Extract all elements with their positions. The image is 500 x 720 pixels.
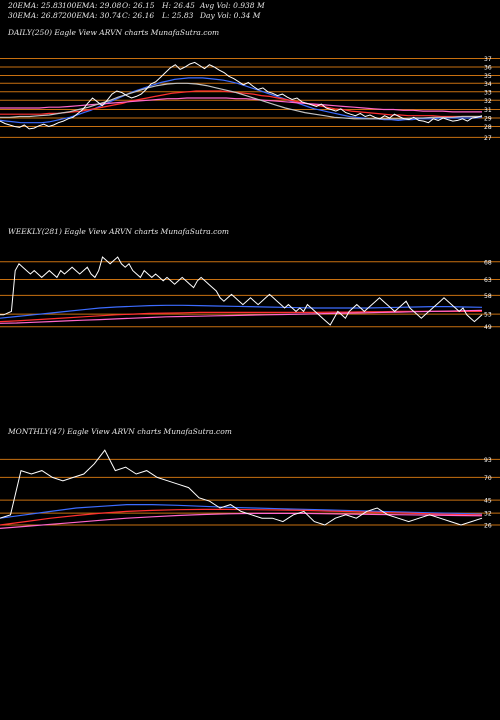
daily-axis-label: 27: [484, 135, 492, 142]
weekly-ema-line: [0, 304, 483, 319]
daily-ema-line: [0, 77, 483, 124]
monthly-axis-label: 45: [484, 498, 492, 505]
weekly-chart: 68 63 58 53 49: [0, 256, 500, 331]
monthly-panel-title: MONTHLY(47) Eagle View ARVN charts Munaf…: [8, 427, 232, 436]
ema100-stat: 100EMA: 29.08: [62, 1, 122, 10]
daily-ema-line: [0, 82, 482, 120]
daily-axis-label: 35: [484, 73, 492, 80]
daily-axis-label: 34: [484, 81, 492, 88]
day-vol-stat: Day Vol: 0.34 M: [200, 11, 261, 20]
monthly-ema-line: [0, 503, 483, 519]
open-stat: O: 26.15: [122, 1, 155, 10]
monthly-ema-line: [0, 508, 483, 526]
weekly-panel-title: WEEKLY(281) Eagle View ARVN charts Munaf…: [8, 227, 229, 236]
weekly-axis-label: 58: [484, 293, 492, 300]
monthly-axis-label: 32: [484, 511, 492, 518]
daily-axis-label: 36: [484, 65, 492, 72]
monthly-price-line: [0, 449, 483, 526]
high-stat: H: 26.45: [162, 1, 195, 10]
monthly-axis-label: 70: [484, 475, 492, 482]
weekly-ema-line: [0, 309, 483, 324]
weekly-axis-label: 53: [484, 312, 492, 319]
avg-vol-stat: Avg Vol: 0.938 M: [200, 1, 265, 10]
low-stat: L: 25.83: [162, 11, 194, 20]
daily-axis-label: 33: [484, 89, 492, 96]
monthly-axis-label: 26: [484, 523, 492, 530]
ema30-stat: 30EMA: 26.87: [8, 11, 63, 20]
monthly-ema-line: [0, 512, 483, 529]
daily-axis-label: 29: [484, 116, 492, 123]
daily-panel-title: DAILY(250) Eagle View ARVN charts Munafa…: [8, 28, 220, 37]
close-stat: C: 26.16: [122, 11, 155, 20]
daily-axis-label: 28: [484, 124, 492, 131]
daily-ema-line: [0, 97, 482, 113]
weekly-axis-label: 49: [484, 324, 492, 331]
weekly-ema-line: [0, 310, 482, 323]
monthly-axis-label: 93: [484, 457, 492, 464]
daily-ema-line: [0, 90, 482, 118]
weekly-price-line: [0, 256, 483, 326]
weekly-axis-label: 68: [484, 259, 492, 266]
ema200-stat: 200EMA: 30.74: [62, 11, 122, 20]
stats-header: 20EMA: 25.83 100EMA: 29.08 O: 26.15 H: 2…: [0, 0, 500, 22]
daily-axis-label: 32: [484, 98, 492, 105]
daily-price-line: [0, 61, 483, 130]
weekly-axis-label: 63: [484, 277, 492, 284]
daily-axis-label: 31: [484, 107, 492, 114]
daily-axis-label: 37: [484, 56, 492, 63]
ema20-stat: 20EMA: 25.83: [8, 1, 63, 10]
monthly-chart: 93 70 45 32 26: [0, 449, 500, 530]
